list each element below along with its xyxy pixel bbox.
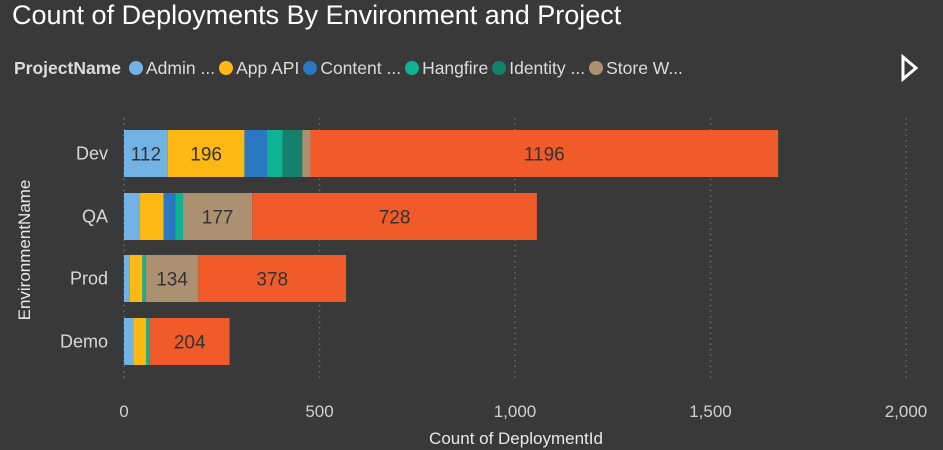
bar-segment [267, 130, 283, 177]
bar-segment [244, 130, 268, 177]
bar-segment [167, 130, 245, 177]
legend-dot-icon [492, 61, 507, 75]
legend-item[interactable]: Hangfire [405, 58, 488, 79]
x-tick-label: 1,500 [689, 402, 732, 421]
bar-segment [149, 318, 230, 365]
x-tick-label: 500 [305, 402, 333, 421]
legend-dot-icon [303, 61, 318, 75]
legend-label: Identity ... [509, 57, 586, 78]
bar-segment [145, 255, 199, 302]
data-label: 378 [256, 270, 288, 291]
legend-item[interactable]: Identity ... [492, 58, 585, 79]
legend-item[interactable]: App API [219, 58, 299, 79]
x-tick-label: 2,000 [885, 402, 928, 421]
data-label: 1196 [524, 145, 565, 166]
bar-segment [310, 130, 779, 177]
x-tick-label: 1,000 [494, 402, 537, 421]
bar-segment [129, 255, 143, 302]
bar-segment [183, 193, 253, 240]
legend-label: App API [236, 57, 300, 78]
bar-segment [252, 193, 537, 240]
legend-item[interactable]: Store W... [589, 58, 683, 79]
legend-label: Store W... [606, 57, 683, 78]
legend-label: Hangfire [422, 57, 489, 78]
bar-segment [124, 255, 130, 302]
bar-segment [146, 318, 150, 365]
data-label: 177 [202, 208, 234, 229]
bar-segment [124, 130, 168, 177]
bar-segment [142, 255, 146, 302]
y-category-label: QA [82, 207, 108, 227]
bar-segment [124, 318, 134, 365]
legend-dot-icon [405, 61, 420, 75]
data-label: 204 [174, 333, 206, 354]
x-axis-title: Count of DeploymentId [429, 429, 603, 448]
y-category-label: Demo [60, 332, 108, 352]
legend-dot-icon [129, 61, 143, 75]
bar-segment [198, 255, 347, 302]
chart-title: Count of Deployments By Environment and … [12, 0, 622, 30]
legend-item[interactable]: Admin ... [129, 58, 215, 79]
y-axis-title: EnvironmentName [15, 180, 34, 321]
legend: ProjectName Admin ... App API Content ... H… [14, 56, 687, 80]
bar-segment [140, 193, 164, 240]
bar-segment [163, 193, 176, 240]
legend-label: Admin ... [146, 57, 216, 78]
legend-dot-icon [589, 61, 604, 75]
y-category-label: Prod [70, 269, 108, 289]
y-category-label: Dev [76, 144, 108, 164]
data-label: 728 [379, 208, 411, 229]
data-label: 112 [131, 145, 161, 166]
bar-segment [175, 193, 184, 240]
data-label: 134 [156, 270, 188, 291]
legend-dot-icon [219, 61, 234, 75]
legend-label: Content ... [320, 57, 402, 78]
bar-segment [302, 130, 311, 177]
bar-segment [282, 130, 303, 177]
bar-segment [133, 318, 147, 365]
x-tick-label: 0 [119, 402, 128, 421]
data-label: 196 [190, 145, 222, 166]
legend-next-arrow-icon[interactable] [898, 54, 922, 82]
bar-segment [124, 193, 141, 240]
legend-item[interactable]: Content ... [303, 58, 401, 79]
legend-title: ProjectName [14, 57, 121, 78]
